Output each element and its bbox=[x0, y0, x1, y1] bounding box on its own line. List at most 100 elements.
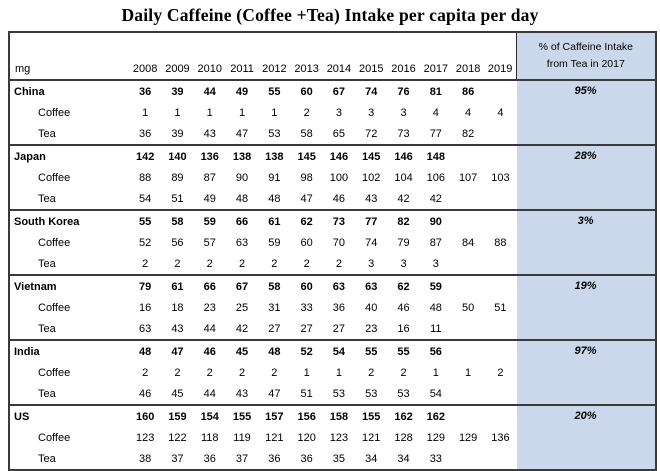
table-row: US 160 159 154 155 157 156 158 155 162 162 20% bbox=[9, 404, 656, 470]
value-cell: 53 bbox=[332, 387, 346, 400]
value-cell: 120 bbox=[297, 431, 316, 444]
value-cell: 74 bbox=[365, 236, 378, 249]
value-cell: 2 bbox=[368, 366, 375, 379]
value-cell: 36 bbox=[139, 127, 152, 140]
country-label: South Korea bbox=[9, 209, 129, 232]
pct-cell: 28% bbox=[516, 144, 656, 210]
table-row: India 48 47 46 45 48 52 54 55 55 56 97% bbox=[9, 339, 656, 405]
value-cell: 54 bbox=[322, 339, 356, 362]
value-cell: 1 bbox=[238, 106, 246, 119]
table-row: Coffee 52 56 57 63 59 60 70 74 79 87 84 88 bbox=[9, 232, 656, 253]
table-row: Japan 142 140 136 138 138 145 146 145 146 148 28% bbox=[9, 144, 656, 210]
value-cell: 2 bbox=[206, 366, 213, 379]
value-cell: 51 bbox=[300, 387, 313, 400]
pct-cell: 19% bbox=[516, 274, 656, 340]
value-cell: 27 bbox=[300, 322, 313, 335]
value-cell: 3 bbox=[368, 106, 375, 119]
page-title: Daily Caffeine (Coffee +Tea) Intake per … bbox=[121, 5, 539, 25]
value-cell: 45 bbox=[171, 387, 184, 400]
value-cell: 52 bbox=[139, 236, 152, 249]
value-cell: 155 bbox=[355, 404, 388, 427]
value-cell: 48 bbox=[268, 192, 281, 205]
value-cell: 51 bbox=[171, 192, 184, 205]
tea-row-label: Tea bbox=[38, 192, 56, 205]
value-cell: 79 bbox=[129, 274, 162, 297]
value-cell bbox=[484, 144, 517, 167]
value-cell bbox=[484, 339, 517, 362]
value-cell: 88 bbox=[139, 171, 152, 184]
value-cell: 36 bbox=[332, 301, 346, 314]
pct-cell: 3% bbox=[516, 209, 656, 275]
value-cell: 51 bbox=[494, 301, 507, 314]
table-header-row: mg 2008 2009 2010 2011 2012 2013 2014 2015 2016 2… bbox=[9, 32, 656, 80]
value-cell: 129 bbox=[458, 431, 478, 444]
value-cell: 60 bbox=[290, 79, 323, 102]
coffee-row-label: Coffee bbox=[38, 106, 71, 119]
value-cell: 47 bbox=[235, 127, 249, 140]
value-cell: 23 bbox=[365, 322, 378, 335]
tea-row-label: Tea bbox=[38, 127, 56, 140]
value-cell: 1 bbox=[206, 106, 213, 119]
value-cell bbox=[452, 253, 484, 275]
value-cell: 66 bbox=[225, 209, 259, 232]
value-cell: 3 bbox=[335, 106, 342, 119]
pct-cell: 20% bbox=[516, 404, 656, 470]
value-cell bbox=[451, 144, 485, 167]
value-cell: 1 bbox=[465, 366, 472, 379]
value-cell: 2 bbox=[271, 257, 278, 270]
table-row: Coffee 1 1 1 1 1 2 3 3 3 4 4 4 bbox=[9, 102, 656, 123]
value-cell: 4 bbox=[497, 106, 504, 119]
value-cell: 39 bbox=[171, 127, 184, 140]
value-cell: 102 bbox=[362, 171, 381, 184]
value-cell: 2 bbox=[238, 366, 246, 379]
value-cell: 2 bbox=[303, 106, 310, 119]
table-row: Coffee 123 122 118 119 121 120 123 121 128 129 129 1… bbox=[9, 427, 656, 448]
table-row: Tea 2 2 2 2 2 2 2 3 3 3 bbox=[9, 253, 656, 275]
value-cell: 52 bbox=[290, 339, 323, 362]
year-header: 2011 bbox=[230, 63, 254, 75]
value-cell: 79 bbox=[397, 236, 410, 249]
value-cell: 122 bbox=[168, 431, 187, 444]
value-cell: 55 bbox=[129, 209, 162, 232]
value-cell: 43 bbox=[235, 387, 249, 400]
value-cell: 158 bbox=[322, 404, 356, 427]
value-cell bbox=[484, 274, 517, 297]
value-cell bbox=[452, 318, 484, 340]
value-cell: 90 bbox=[419, 209, 452, 232]
value-cell: 57 bbox=[203, 236, 216, 249]
value-cell: 53 bbox=[365, 387, 378, 400]
country-label: US bbox=[9, 404, 129, 427]
value-cell: 82 bbox=[461, 127, 475, 140]
value-cell bbox=[451, 209, 485, 232]
pct-cell: 97% bbox=[516, 339, 656, 405]
value-cell: 27 bbox=[332, 322, 346, 335]
value-cell: 46 bbox=[139, 387, 152, 400]
value-cell: 37 bbox=[171, 452, 184, 465]
year-header: 2009 bbox=[165, 63, 190, 75]
value-cell: 2 bbox=[271, 366, 278, 379]
value-cell: 27 bbox=[268, 322, 281, 335]
value-cell: 1 bbox=[335, 366, 342, 379]
value-cell: 43 bbox=[365, 192, 378, 205]
value-cell: 157 bbox=[258, 404, 291, 427]
value-cell: 43 bbox=[203, 127, 216, 140]
value-cell: 138 bbox=[258, 144, 291, 167]
value-cell: 76 bbox=[387, 79, 420, 102]
coffee-row-label: Coffee bbox=[38, 171, 71, 184]
year-header: 2010 bbox=[197, 63, 222, 75]
value-cell: 63 bbox=[235, 236, 249, 249]
value-cell: 58 bbox=[300, 127, 313, 140]
value-cell: 106 bbox=[426, 171, 445, 184]
value-cell: 73 bbox=[322, 209, 356, 232]
value-cell: 87 bbox=[203, 171, 216, 184]
year-header: 2016 bbox=[391, 63, 416, 75]
table-row: Vietnam 79 61 66 67 58 60 63 63 62 59 19% bbox=[9, 274, 656, 340]
value-cell: 53 bbox=[268, 127, 281, 140]
value-cell: 62 bbox=[290, 209, 323, 232]
value-cell: 49 bbox=[203, 192, 216, 205]
value-cell: 136 bbox=[193, 144, 226, 167]
value-cell: 89 bbox=[171, 171, 184, 184]
value-cell: 11 bbox=[430, 322, 442, 335]
value-cell: 56 bbox=[419, 339, 452, 362]
value-cell: 54 bbox=[139, 192, 152, 205]
